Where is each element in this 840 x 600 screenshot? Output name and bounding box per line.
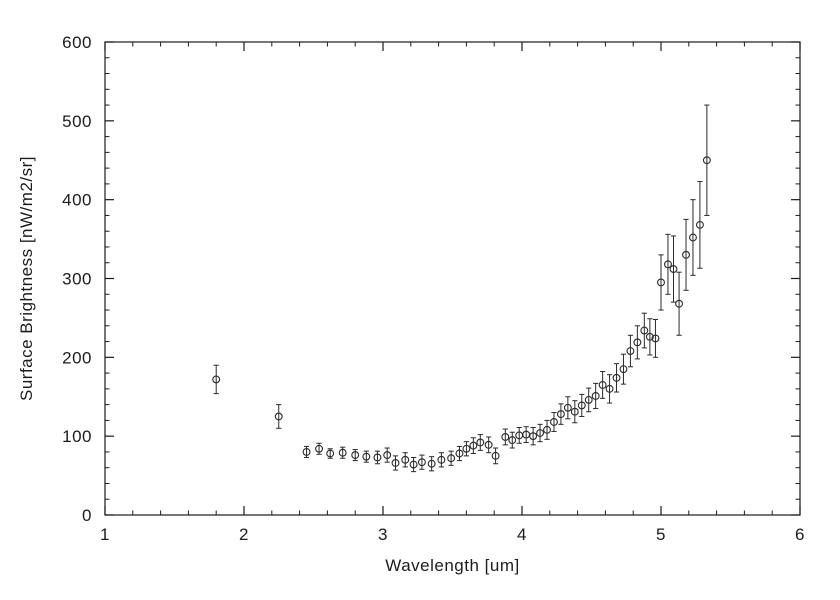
data-point: [447, 454, 456, 463]
data-point: [351, 451, 360, 460]
data-point: [401, 455, 410, 464]
data-point: [373, 453, 382, 462]
data-point: [584, 395, 593, 404]
y-axis-label: Surface Brightness [nW/m2/sr]: [17, 156, 36, 401]
y-tick-label: 600: [62, 33, 92, 52]
data-point: [508, 436, 517, 445]
data-point: [536, 429, 545, 437]
data-point: [391, 459, 400, 467]
data-point: [417, 458, 426, 467]
data-point: [577, 401, 586, 410]
x-tick-label: 2: [239, 525, 249, 544]
y-tick-label: 500: [62, 112, 92, 131]
data-point: [338, 448, 347, 457]
y-tick-label: 100: [62, 427, 92, 446]
data-point: [651, 334, 660, 343]
data-point: [484, 440, 493, 449]
data-point: [409, 460, 418, 469]
data-point: [633, 338, 642, 347]
x-tick-label: 3: [378, 525, 388, 544]
data-point: [663, 260, 672, 269]
x-axis-label: Wavelength [um]: [385, 556, 519, 575]
data-point: [598, 380, 607, 389]
data-point: [437, 455, 446, 464]
data-point: [501, 433, 510, 441]
data-point: [563, 403, 572, 412]
y-tick-label: 400: [62, 191, 92, 210]
data-point: [612, 373, 621, 382]
x-tick-label: 5: [656, 525, 666, 544]
data-point: [491, 451, 500, 460]
data-point: [657, 278, 665, 287]
data-point: [570, 407, 579, 416]
x-tick-label: 6: [795, 525, 805, 544]
data-point: [640, 326, 649, 335]
data-point: [682, 250, 690, 259]
data-point: [669, 265, 678, 273]
data-point: [695, 220, 704, 229]
data-point: [626, 347, 635, 355]
data-point: [619, 365, 628, 374]
data-point: [462, 444, 471, 453]
data-point: [543, 425, 551, 434]
data-point: [212, 375, 221, 384]
y-tick-label: 0: [82, 506, 92, 525]
x-tick-label: 4: [517, 525, 527, 544]
data-point: [556, 410, 565, 419]
data-point: [469, 441, 478, 450]
data-point: [455, 449, 464, 458]
data-point: [427, 459, 436, 468]
data-point: [591, 392, 600, 400]
data-point: [274, 412, 283, 421]
data-point: [476, 438, 485, 447]
data-point: [645, 332, 654, 341]
data-point: [529, 432, 538, 441]
data-point: [302, 447, 311, 456]
y-tick-label: 200: [62, 348, 92, 367]
data-point: [605, 384, 614, 393]
data-point: [362, 452, 371, 461]
data-point: [702, 156, 711, 165]
data-point: [689, 233, 697, 242]
y-tick-label: 300: [62, 270, 92, 289]
data-point: [326, 449, 335, 458]
x-tick-label: 1: [100, 525, 110, 544]
data-point: [383, 451, 392, 460]
data-point: [315, 444, 324, 453]
data-point: [675, 299, 684, 308]
data-point: [550, 418, 558, 426]
plot-frame: [104, 41, 801, 516]
